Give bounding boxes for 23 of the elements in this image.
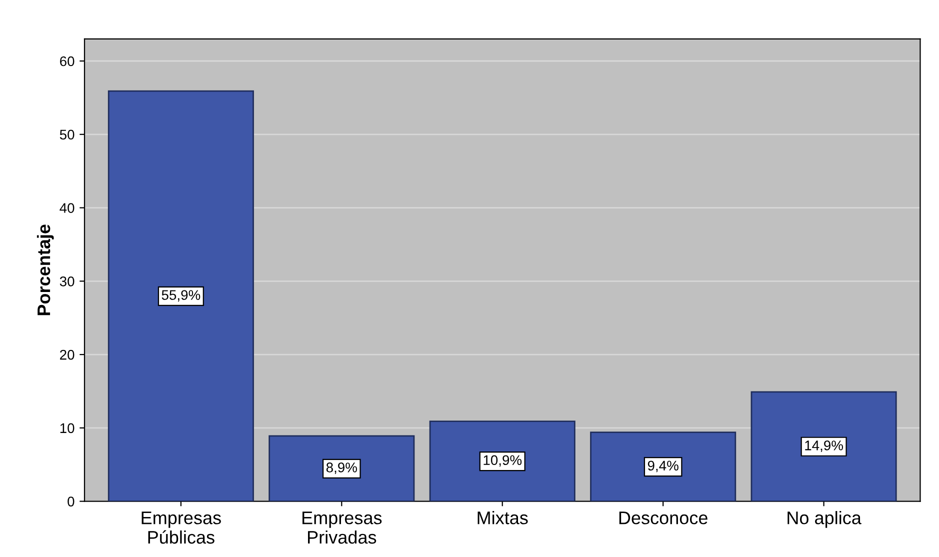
x-tick-label: Empresas Privadas [302,512,382,544]
x-tick-label: Empresas Públicas [142,512,221,544]
data-label: 9,4% [648,460,678,472]
y-tick-label: 40 [60,203,74,213]
bar [750,391,897,502]
data-label: 14,9% [805,440,843,452]
y-tick-label: 60 [60,56,74,66]
y-tick-label: 20 [60,350,74,360]
bar [590,432,736,502]
x-tick-label: No aplica [788,511,862,528]
data-label: 55,9% [162,290,200,302]
y-tick-label: 0 [68,496,74,506]
bar [108,90,254,502]
x-tick-label: Mixtas [478,511,528,524]
y-tick-label: 50 [60,130,74,140]
y-axis-title: Porcentaje [36,224,54,316]
data-label: 8,9% [326,462,357,474]
y-tick-label: 10 [60,423,74,434]
bar [268,435,415,502]
y-tick-label: 30 [60,276,74,286]
data-label: 10,9% [484,455,522,467]
bar [429,420,576,502]
x-tick-label: Desconoce [619,512,708,524]
